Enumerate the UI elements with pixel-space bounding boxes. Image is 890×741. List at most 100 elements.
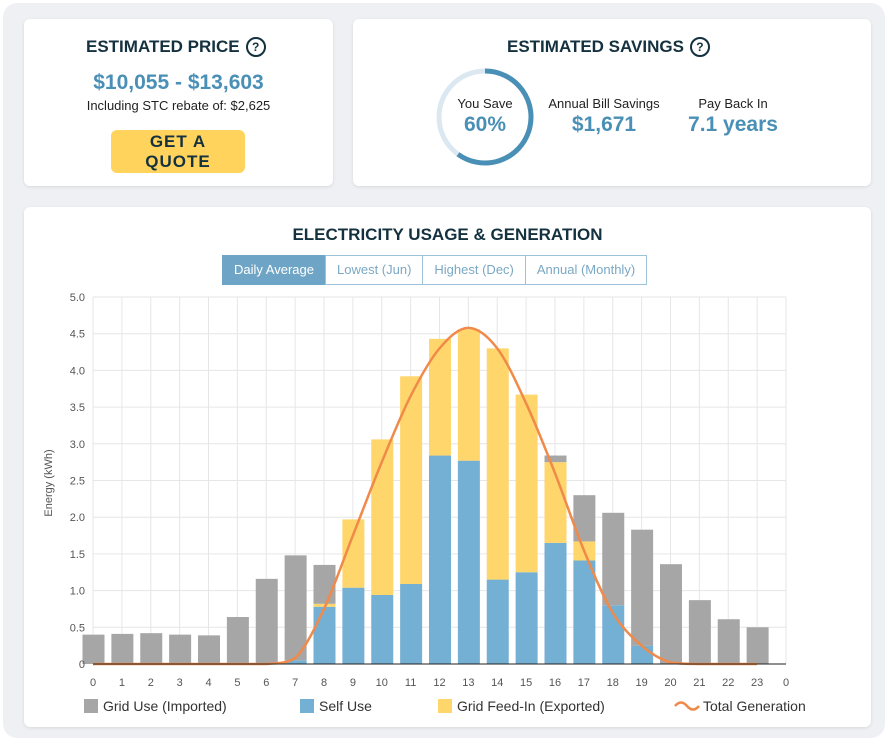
x-tick-label: 4 — [205, 677, 211, 689]
estimated-savings-card: ESTIMATED SAVINGS? You Save 60% Annual B… — [353, 19, 871, 186]
period-tabs: Daily Average Lowest (Jun) Highest (Dec)… — [222, 255, 648, 285]
x-tick-label: 8 — [321, 677, 327, 689]
bar-grid-use-imported — [746, 627, 769, 664]
bar-self-use — [457, 460, 480, 664]
y-tick-label: 0.5 — [70, 622, 85, 634]
x-tick-label: 1 — [119, 677, 125, 689]
get-quote-button[interactable]: GET A QUOTE — [111, 130, 245, 173]
x-tick-label: 15 — [520, 677, 532, 689]
tab-lowest-jun[interactable]: Lowest (Jun) — [324, 255, 424, 285]
estimated-price-card: ESTIMATED PRICE? $10,055 - $13,603 Inclu… — [24, 19, 333, 186]
tab-daily-average[interactable]: Daily Average — [222, 255, 326, 285]
x-tick-label: 23 — [751, 677, 763, 689]
bar-grid-use-imported — [573, 495, 596, 542]
chart-bars — [82, 329, 769, 664]
help-icon[interactable]: ? — [245, 37, 266, 57]
y-tick-label: 2.0 — [70, 512, 85, 524]
chart-section-title: ELECTRICITY USAGE & GENERATION — [292, 225, 603, 244]
bill-savings-label: Annual Bill Savings — [548, 96, 660, 111]
bar-grid-use-imported — [602, 512, 625, 606]
bar-grid-use-imported — [226, 617, 249, 664]
help-icon[interactable]: ? — [689, 37, 710, 57]
bar-self-use — [544, 542, 567, 664]
x-tick-label: 18 — [607, 677, 619, 689]
tab-highest-dec[interactable]: Highest (Dec) — [422, 255, 526, 285]
chart-line — [92, 326, 758, 666]
usage-generation-chart: 00.51.01.52.02.53.03.54.04.55.00 1 2 3 4 5 6 7 8… — [43, 292, 806, 714]
y-tick-label: 1.0 — [70, 586, 85, 598]
bar-grid-feed-in-exported — [400, 376, 423, 584]
y-tick-label: 4.0 — [70, 365, 85, 377]
bar-grid-feed-in-exported — [486, 348, 509, 580]
y-tick-label: 3.5 — [70, 402, 85, 414]
bar-grid-use-imported — [284, 555, 307, 661]
x-tick-label: 20 — [664, 677, 676, 689]
savings-progress-ring — [436, 68, 534, 166]
x-tick-label: 10 — [376, 677, 388, 689]
price-range: $10,055 - $13,603 — [93, 71, 264, 94]
bar-self-use — [313, 606, 336, 664]
legend-swatch — [300, 699, 314, 713]
bar-grid-use-imported — [544, 455, 567, 463]
x-tick-label: 0 — [783, 677, 789, 689]
bar-grid-feed-in-exported — [544, 462, 567, 543]
bar-grid-feed-in-exported — [371, 439, 394, 596]
legend-line-swatch — [674, 701, 700, 711]
y-tick-label: 3.0 — [70, 439, 85, 451]
you-save-value: 60% — [463, 113, 507, 136]
bar-grid-use-imported — [169, 634, 192, 664]
y-tick-label: 4.5 — [70, 329, 85, 341]
bar-grid-use-imported — [660, 564, 682, 664]
chart-axes: 00.51.01.52.02.53.03.54.04.55.00 1 2 3 4 5 6 7 8… — [70, 292, 789, 689]
x-tick-label: 5 — [234, 677, 240, 689]
y-tick-label: 2.5 — [70, 476, 85, 488]
bar-self-use — [515, 572, 538, 664]
x-tick-label: 19 — [636, 677, 648, 689]
x-tick-label: 2 — [148, 677, 154, 689]
bar-grid-use-imported — [313, 564, 336, 604]
tab-annual-monthly[interactable]: Annual (Monthly) — [524, 255, 648, 285]
estimated-price-heading: ESTIMATED PRICE? — [86, 37, 266, 57]
y-tick-label: 5.0 — [70, 292, 85, 304]
legend-label: Grid Feed-In (Exported) — [457, 698, 605, 714]
stc-rebate-text: Including STC rebate of: $2,625 — [86, 98, 271, 113]
bar-grid-use-imported — [198, 635, 220, 664]
bar-self-use — [429, 455, 451, 664]
total-generation-line — [92, 326, 758, 666]
bar-self-use — [631, 645, 654, 664]
bar-self-use — [400, 583, 423, 664]
bar-grid-use-imported — [140, 633, 163, 664]
bar-self-use — [342, 587, 365, 664]
x-tick-label: 7 — [292, 677, 298, 689]
x-tick-label: 6 — [263, 677, 269, 689]
x-tick-label: 22 — [722, 677, 734, 689]
bar-grid-feed-in-exported — [457, 329, 480, 461]
bar-grid-use-imported — [631, 529, 654, 646]
bar-grid-feed-in-exported — [429, 338, 451, 456]
x-tick-label: 21 — [693, 677, 705, 689]
bill-savings-value: $1,671 — [571, 113, 637, 136]
you-save-label: You Save — [457, 96, 513, 111]
estimated-savings-title: ESTIMATED SAVINGS — [507, 37, 684, 56]
x-tick-label: 13 — [462, 677, 474, 689]
bar-self-use — [573, 560, 596, 664]
x-tick-label: 12 — [433, 677, 445, 689]
estimated-savings-heading: ESTIMATED SAVINGS? — [507, 37, 710, 57]
bar-grid-use-imported — [255, 578, 278, 664]
x-tick-label: 11 — [405, 677, 416, 689]
bar-grid-feed-in-exported — [515, 394, 538, 573]
y-axis-label: Energy (kWh) — [43, 449, 55, 516]
ring-progress-arc — [456, 68, 534, 166]
x-tick-label: 17 — [578, 677, 590, 689]
y-tick-label: 0 — [79, 659, 85, 671]
usage-generation-card: ELECTRICITY USAGE & GENERATION Daily Ave… — [24, 207, 871, 727]
bar-grid-use-imported — [111, 633, 134, 664]
legend-label: Grid Use (Imported) — [103, 698, 227, 714]
payback-value: 7.1 years — [688, 113, 778, 136]
legend-swatch — [438, 699, 452, 713]
x-tick-label: 3 — [177, 677, 183, 689]
payback-label: Pay Back In — [698, 96, 768, 111]
bar-self-use — [486, 579, 509, 664]
bar-grid-use-imported — [688, 600, 711, 664]
bar-grid-use-imported — [82, 634, 105, 664]
